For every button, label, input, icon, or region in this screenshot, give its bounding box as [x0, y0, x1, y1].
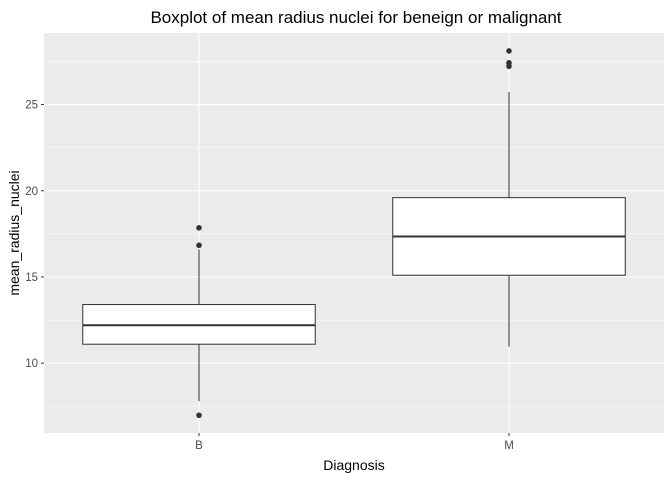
outlier-point	[506, 48, 512, 54]
x-tick-label: M	[504, 440, 514, 452]
y-axis-ticks: 10 15 20 25	[25, 100, 44, 370]
y-tick-label: 15	[25, 272, 38, 284]
x-tick-label: B	[195, 440, 203, 452]
outlier-point	[196, 225, 202, 231]
y-axis-title: mean_radius_nuclei	[6, 170, 22, 295]
boxes	[82, 48, 626, 419]
outlier-point	[196, 242, 202, 249]
outlier-point	[196, 412, 202, 419]
chart-title: Boxplot of mean radius nuclei for beneig…	[150, 8, 561, 27]
box-B	[82, 225, 316, 419]
box-M	[392, 48, 626, 347]
outlier-point	[506, 60, 512, 66]
y-tick-label: 10	[25, 358, 38, 370]
y-tick-label: 20	[25, 186, 38, 198]
y-tick-label: 25	[25, 100, 38, 112]
x-axis-title: Diagnosis	[323, 457, 384, 473]
